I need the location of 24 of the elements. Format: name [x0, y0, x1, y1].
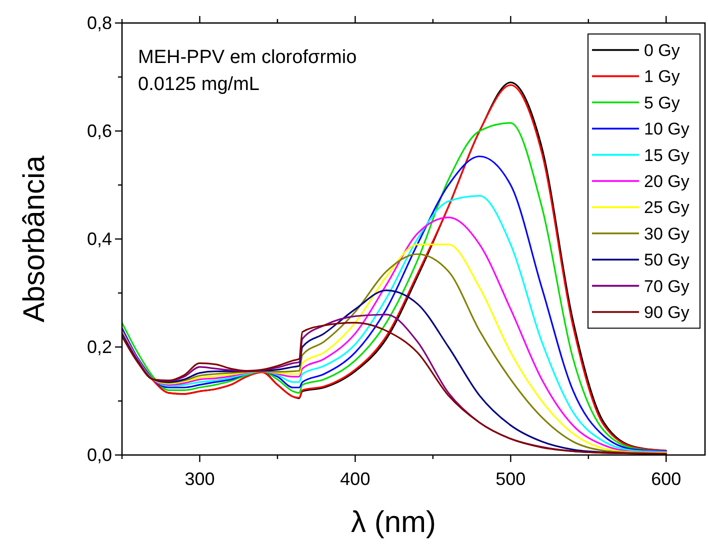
- x-axis-title: λ (nm): [351, 506, 436, 539]
- y-axis-title: Absorbância: [18, 155, 51, 322]
- legend-label: 1 Gy: [644, 67, 680, 86]
- y-tick-label: 0,4: [86, 229, 112, 249]
- y-tick-label: 0,6: [86, 121, 112, 141]
- legend-label: 50 Gy: [644, 250, 690, 270]
- legend-label: 5 Gy: [644, 93, 680, 112]
- y-tick-label: 0,0: [86, 445, 112, 465]
- x-tick-label: 400: [340, 469, 370, 489]
- annotation: MEH-PPV em clorofσrmio: [138, 47, 357, 68]
- x-tick-label: 300: [184, 469, 215, 489]
- x-tick-label: 500: [496, 469, 526, 489]
- annotation: 0.0125 mg/mL: [138, 74, 260, 95]
- y-tick-label: 0,8: [86, 13, 112, 33]
- legend-label: 15 Gy: [644, 146, 690, 165]
- x-tick-label: 600: [651, 469, 682, 489]
- legend-label: 30 Gy: [644, 224, 690, 244]
- legend-label: 90 Gy: [644, 303, 690, 322]
- legend-label: 70 Gy: [644, 276, 690, 296]
- y-tick-label: 0,2: [86, 337, 112, 357]
- legend-label: 20 Gy: [644, 172, 690, 191]
- legend-label: 10 Gy: [644, 120, 690, 139]
- legend-label: 25 Gy: [644, 198, 690, 218]
- legend-label: 0 Gy: [644, 41, 680, 60]
